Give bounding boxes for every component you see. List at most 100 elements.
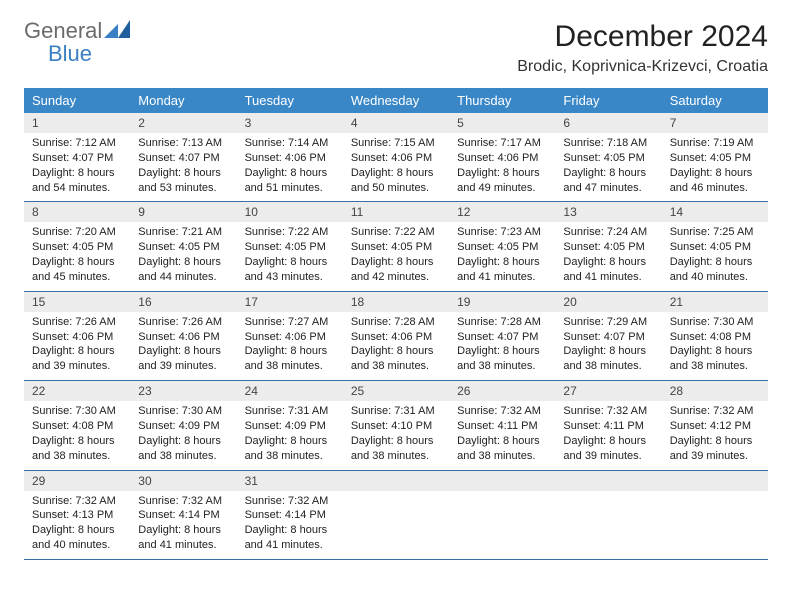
day-number: 30 — [130, 471, 236, 491]
day-number: 11 — [343, 202, 449, 222]
sunrise-line: Sunrise: 7:32 AM — [32, 494, 122, 509]
calendar-cell: 26Sunrise: 7:32 AMSunset: 4:11 PMDayligh… — [449, 381, 555, 470]
calendar-cell: 11Sunrise: 7:22 AMSunset: 4:05 PMDayligh… — [343, 202, 449, 291]
daylight-line: Daylight: 8 hours and 38 minutes. — [138, 434, 228, 464]
sunset-line: Sunset: 4:08 PM — [32, 419, 122, 434]
sunrise-line: Sunrise: 7:17 AM — [457, 136, 547, 151]
sunrise-line: Sunrise: 7:30 AM — [670, 315, 760, 330]
sunrise-line: Sunrise: 7:26 AM — [138, 315, 228, 330]
daylight-line: Daylight: 8 hours and 53 minutes. — [138, 166, 228, 196]
daylight-line: Daylight: 8 hours and 42 minutes. — [351, 255, 441, 285]
day-number: 24 — [237, 381, 343, 401]
daylight-line: Daylight: 8 hours and 38 minutes. — [32, 434, 122, 464]
weekday-header-row: SundayMondayTuesdayWednesdayThursdayFrid… — [24, 88, 768, 113]
day-content: Sunrise: 7:12 AMSunset: 4:07 PMDaylight:… — [24, 133, 130, 201]
sunrise-line: Sunrise: 7:28 AM — [351, 315, 441, 330]
logo-icon — [104, 20, 132, 43]
day-content: Sunrise: 7:26 AMSunset: 4:06 PMDaylight:… — [24, 312, 130, 380]
sunrise-line: Sunrise: 7:18 AM — [563, 136, 653, 151]
day-content: Sunrise: 7:22 AMSunset: 4:05 PMDaylight:… — [343, 222, 449, 290]
sunset-line: Sunset: 4:10 PM — [351, 419, 441, 434]
calendar-cell: 1Sunrise: 7:12 AMSunset: 4:07 PMDaylight… — [24, 113, 130, 202]
sunrise-line: Sunrise: 7:31 AM — [245, 404, 335, 419]
day-number: 1 — [24, 113, 130, 133]
day-content: Sunrise: 7:32 AMSunset: 4:13 PMDaylight:… — [24, 491, 130, 559]
calendar-cell: 30Sunrise: 7:32 AMSunset: 4:14 PMDayligh… — [130, 470, 236, 559]
sunset-line: Sunset: 4:14 PM — [138, 508, 228, 523]
calendar-cell: 20Sunrise: 7:29 AMSunset: 4:07 PMDayligh… — [555, 291, 661, 380]
logo-text-blue: Blue — [48, 41, 92, 66]
sunset-line: Sunset: 4:06 PM — [457, 151, 547, 166]
calendar-cell — [449, 470, 555, 559]
sunrise-line: Sunrise: 7:30 AM — [138, 404, 228, 419]
weekday-header: Tuesday — [237, 88, 343, 113]
day-content: Sunrise: 7:32 AMSunset: 4:14 PMDaylight:… — [130, 491, 236, 559]
daylight-line: Daylight: 8 hours and 38 minutes. — [245, 344, 335, 374]
day-number: 31 — [237, 471, 343, 491]
day-number: 25 — [343, 381, 449, 401]
day-number: 27 — [555, 381, 661, 401]
sunset-line: Sunset: 4:08 PM — [670, 330, 760, 345]
calendar-cell: 4Sunrise: 7:15 AMSunset: 4:06 PMDaylight… — [343, 113, 449, 202]
day-content: Sunrise: 7:20 AMSunset: 4:05 PMDaylight:… — [24, 222, 130, 290]
sunrise-line: Sunrise: 7:12 AM — [32, 136, 122, 151]
day-content: Sunrise: 7:13 AMSunset: 4:07 PMDaylight:… — [130, 133, 236, 201]
daylight-line: Daylight: 8 hours and 39 minutes. — [563, 434, 653, 464]
calendar-cell: 12Sunrise: 7:23 AMSunset: 4:05 PMDayligh… — [449, 202, 555, 291]
sunrise-line: Sunrise: 7:19 AM — [670, 136, 760, 151]
calendar-cell: 21Sunrise: 7:30 AMSunset: 4:08 PMDayligh… — [662, 291, 768, 380]
sunset-line: Sunset: 4:07 PM — [32, 151, 122, 166]
sunrise-line: Sunrise: 7:22 AM — [245, 225, 335, 240]
day-number: 4 — [343, 113, 449, 133]
day-number: 21 — [662, 292, 768, 312]
daylight-line: Daylight: 8 hours and 45 minutes. — [32, 255, 122, 285]
weekday-header: Thursday — [449, 88, 555, 113]
calendar-cell: 8Sunrise: 7:20 AMSunset: 4:05 PMDaylight… — [24, 202, 130, 291]
day-number: 10 — [237, 202, 343, 222]
day-content: Sunrise: 7:31 AMSunset: 4:10 PMDaylight:… — [343, 401, 449, 469]
day-number: 19 — [449, 292, 555, 312]
weekday-header: Sunday — [24, 88, 130, 113]
daylight-line: Daylight: 8 hours and 38 minutes. — [670, 344, 760, 374]
calendar-row: 29Sunrise: 7:32 AMSunset: 4:13 PMDayligh… — [24, 470, 768, 559]
weekday-header: Saturday — [662, 88, 768, 113]
daylight-line: Daylight: 8 hours and 41 minutes. — [245, 523, 335, 553]
day-content: Sunrise: 7:31 AMSunset: 4:09 PMDaylight:… — [237, 401, 343, 469]
daylight-line: Daylight: 8 hours and 51 minutes. — [245, 166, 335, 196]
sunrise-line: Sunrise: 7:22 AM — [351, 225, 441, 240]
sunset-line: Sunset: 4:06 PM — [351, 151, 441, 166]
daylight-line: Daylight: 8 hours and 41 minutes. — [457, 255, 547, 285]
sunset-line: Sunset: 4:09 PM — [138, 419, 228, 434]
day-number: 13 — [555, 202, 661, 222]
sunrise-line: Sunrise: 7:13 AM — [138, 136, 228, 151]
day-content: Sunrise: 7:32 AMSunset: 4:11 PMDaylight:… — [555, 401, 661, 469]
calendar-row: 8Sunrise: 7:20 AMSunset: 4:05 PMDaylight… — [24, 202, 768, 291]
sunrise-line: Sunrise: 7:21 AM — [138, 225, 228, 240]
calendar-cell: 9Sunrise: 7:21 AMSunset: 4:05 PMDaylight… — [130, 202, 236, 291]
day-number-empty — [555, 471, 661, 491]
day-number: 22 — [24, 381, 130, 401]
day-content: Sunrise: 7:22 AMSunset: 4:05 PMDaylight:… — [237, 222, 343, 290]
calendar-cell — [555, 470, 661, 559]
logo: General Blue — [24, 20, 132, 66]
daylight-line: Daylight: 8 hours and 39 minutes. — [138, 344, 228, 374]
sunrise-line: Sunrise: 7:32 AM — [670, 404, 760, 419]
title-block: December 2024 Brodic, Koprivnica-Krizevc… — [517, 20, 768, 76]
day-number: 9 — [130, 202, 236, 222]
sunset-line: Sunset: 4:06 PM — [245, 330, 335, 345]
calendar-cell: 31Sunrise: 7:32 AMSunset: 4:14 PMDayligh… — [237, 470, 343, 559]
day-content: Sunrise: 7:30 AMSunset: 4:08 PMDaylight:… — [662, 312, 768, 380]
sunrise-line: Sunrise: 7:27 AM — [245, 315, 335, 330]
day-number: 23 — [130, 381, 236, 401]
daylight-line: Daylight: 8 hours and 43 minutes. — [245, 255, 335, 285]
daylight-line: Daylight: 8 hours and 40 minutes. — [670, 255, 760, 285]
calendar-cell: 3Sunrise: 7:14 AMSunset: 4:06 PMDaylight… — [237, 113, 343, 202]
day-number: 15 — [24, 292, 130, 312]
sunset-line: Sunset: 4:11 PM — [457, 419, 547, 434]
calendar-cell: 25Sunrise: 7:31 AMSunset: 4:10 PMDayligh… — [343, 381, 449, 470]
sunset-line: Sunset: 4:05 PM — [563, 240, 653, 255]
sunset-line: Sunset: 4:05 PM — [457, 240, 547, 255]
day-number-empty — [449, 471, 555, 491]
day-content: Sunrise: 7:17 AMSunset: 4:06 PMDaylight:… — [449, 133, 555, 201]
calendar-cell: 29Sunrise: 7:32 AMSunset: 4:13 PMDayligh… — [24, 470, 130, 559]
